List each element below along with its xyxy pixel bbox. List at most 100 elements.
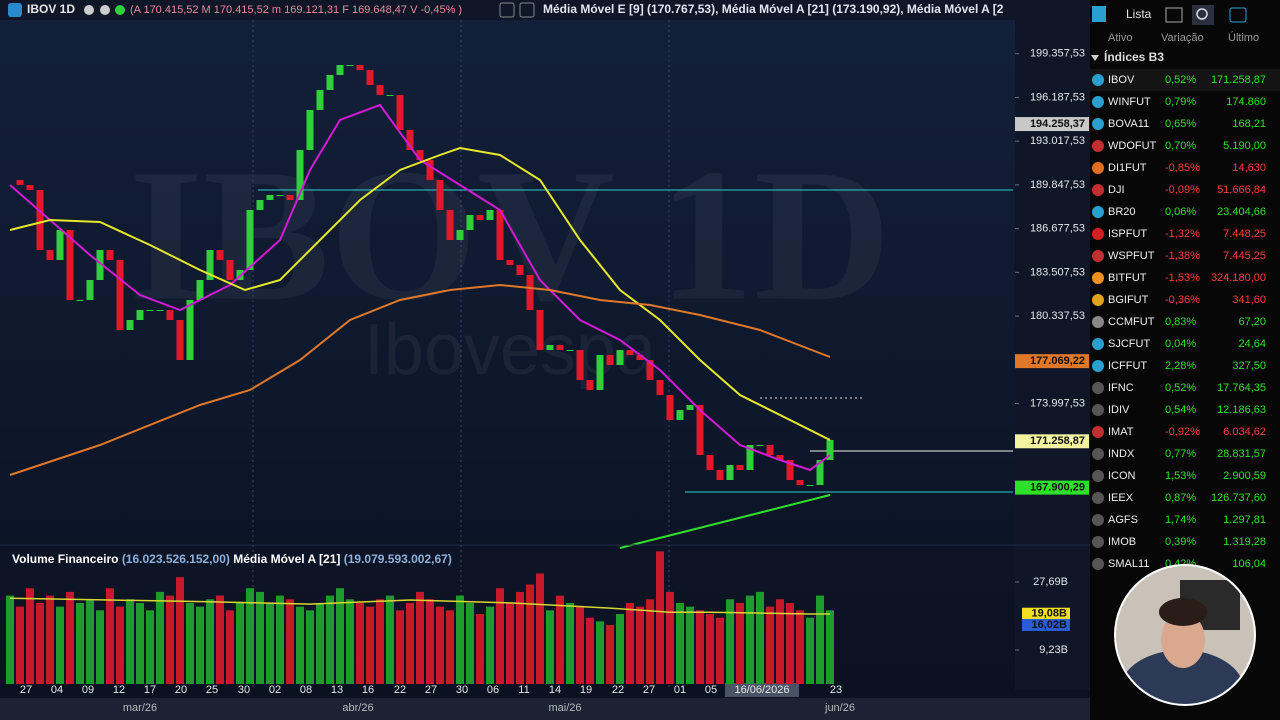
asset-icon (1092, 514, 1104, 526)
watchlist-row[interactable] (1090, 487, 1280, 509)
watchlist-row[interactable] (1090, 201, 1280, 223)
candle (186, 299, 194, 360)
watchlist-row[interactable] (1090, 135, 1280, 157)
asset-last: 6.034,62 (1223, 426, 1266, 438)
x-tick-label: 02 (269, 684, 281, 696)
volume-bar (426, 599, 434, 684)
volume-bar (56, 606, 64, 684)
panel-icon[interactable] (1092, 6, 1106, 22)
asset-last: 1.319,28 (1223, 536, 1266, 548)
minimize-button[interactable] (100, 5, 110, 15)
column-header[interactable]: Ativo (1108, 32, 1132, 44)
volume-bar (776, 599, 784, 684)
candle (826, 439, 834, 460)
list-view-button[interactable] (1165, 7, 1183, 23)
volume-bar (266, 602, 274, 684)
settings-button[interactable] (84, 5, 94, 15)
watchlist-row[interactable] (1090, 531, 1280, 553)
asset-change: 0,39% (1165, 536, 1196, 548)
candle (66, 229, 74, 300)
watchlist-row[interactable] (1090, 333, 1280, 355)
x-tick-label: 13 (331, 684, 343, 696)
watchlist-row[interactable] (1090, 289, 1280, 311)
column-header[interactable]: Variação (1161, 32, 1204, 44)
candle (336, 65, 344, 76)
volume-title: Volume Financeiro (12, 552, 118, 566)
candle (596, 355, 604, 390)
volume-bar (356, 602, 364, 684)
volume-bar (166, 595, 174, 684)
watchlist-row[interactable] (1090, 223, 1280, 245)
asset-icon (1092, 74, 1104, 86)
asset-name: BGIFUT (1108, 294, 1149, 306)
watchlist-row[interactable] (1090, 113, 1280, 135)
x-tick-label: 22 (394, 684, 406, 696)
watchlist-row[interactable] (1090, 421, 1280, 443)
collapse-button[interactable] (499, 2, 515, 18)
watchlist-row[interactable] (1090, 91, 1280, 113)
column-header[interactable]: Último (1228, 31, 1259, 44)
candle (56, 229, 64, 260)
watchlist-tab[interactable]: Lista (1126, 7, 1152, 21)
symbol-icon[interactable] (8, 3, 22, 17)
y-tick-label: 186.677,53 (1030, 223, 1085, 235)
candle (106, 249, 114, 260)
volume-bar (326, 595, 334, 684)
moving-average (9, 283, 831, 476)
asset-name: IMOB (1108, 536, 1136, 548)
asset-last: 7.448,25 (1223, 228, 1266, 240)
x-tick-label: 16 (362, 684, 374, 696)
watchlist-row[interactable] (1090, 267, 1280, 289)
x-tick-label: 11 (518, 684, 529, 696)
y-tick-label: 183.507,53 (1030, 266, 1085, 278)
volume-bar (46, 595, 54, 684)
volume-bar (666, 591, 674, 684)
indicator-legend: Média Móvel E [9] (170.767,53), Média Mó… (543, 2, 1004, 16)
watchlist-row[interactable] (1090, 377, 1280, 399)
watchlist-row[interactable] (1090, 245, 1280, 267)
add-button[interactable] (519, 2, 535, 18)
asset-last: 327,50 (1232, 360, 1266, 372)
watchlist-row[interactable] (1090, 311, 1280, 333)
asset-change: 0,70% (1165, 140, 1196, 152)
x-tick-label: 19 (580, 684, 592, 696)
price-tag-label: 19,08B (1032, 608, 1068, 620)
group-header[interactable]: Índices B3 (1104, 49, 1164, 64)
asset-change: 0,83% (1165, 316, 1196, 328)
settings-button[interactable] (1229, 7, 1247, 23)
asset-change: 0,87% (1165, 492, 1196, 504)
candle (806, 485, 814, 487)
asset-icon (1092, 492, 1104, 504)
volume-bar (286, 599, 294, 684)
candle (116, 259, 124, 330)
asset-icon (1092, 184, 1104, 196)
watchlist-row[interactable] (1090, 509, 1280, 531)
volume-bar (616, 614, 624, 684)
price-axis-panel (1015, 0, 1090, 690)
collapse-arrow[interactable] (1091, 55, 1099, 61)
candle (676, 409, 684, 420)
volume-bar (86, 599, 94, 684)
watchlist-row[interactable] (1090, 465, 1280, 487)
candle (246, 209, 254, 270)
volume-bar (126, 599, 134, 684)
price-tag (1015, 117, 1089, 132)
x-tick-label: 20 (175, 684, 187, 696)
asset-last: 341,60 (1232, 294, 1266, 306)
watchlist-row[interactable] (1090, 69, 1280, 91)
watchlist-row[interactable] (1090, 355, 1280, 377)
volume-bar (6, 595, 14, 684)
volume-bar (36, 602, 44, 684)
search-button[interactable] (1192, 5, 1214, 25)
volume-bar (506, 602, 514, 684)
watchlist-row[interactable] (1090, 399, 1280, 421)
volume-bar (516, 591, 524, 684)
y-tick-label: 189.847,53 (1030, 179, 1085, 191)
watchlist-row[interactable] (1090, 157, 1280, 179)
watchlist-row[interactable] (1090, 179, 1280, 201)
watchlist-row[interactable] (1090, 443, 1280, 465)
status-icon[interactable] (115, 5, 125, 15)
volume-bar (436, 606, 444, 684)
x-tick-label: 17 (144, 684, 156, 696)
